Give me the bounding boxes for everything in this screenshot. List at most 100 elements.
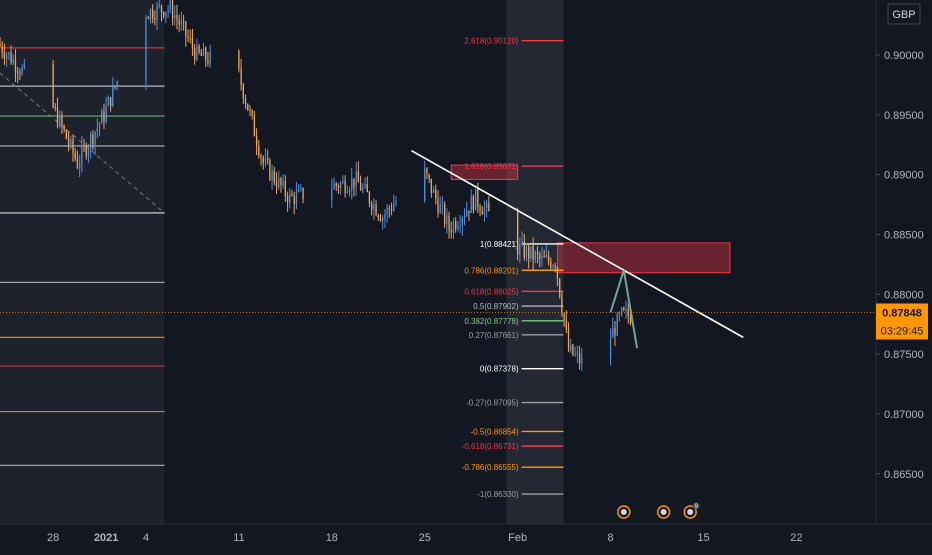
candle-body-201	[443, 204, 446, 224]
candle-body-43	[94, 131, 96, 145]
candle-body-154	[340, 182, 342, 189]
candle-body-241	[532, 246, 534, 260]
candle-body-237	[523, 241, 525, 258]
candle-body-203	[448, 215, 450, 231]
candle-body-175	[386, 207, 388, 215]
ytick-label-6: 0.87000	[884, 409, 924, 421]
ytick-label-1: 0.89500	[884, 110, 924, 122]
candle-body-170	[375, 203, 377, 216]
candle-body-74	[163, 11, 165, 17]
fib-label-12: -0.786(0.86555)	[462, 463, 519, 472]
candle-body-123	[271, 170, 273, 180]
candle-body-82	[180, 21, 183, 25]
candle-body-263	[581, 357, 583, 364]
candle-body-72	[158, 5, 160, 7]
candle-body-47	[103, 111, 105, 122]
candle-body-150	[331, 189, 333, 200]
trendline-line[interactable]	[411, 150, 744, 339]
candle-body-77	[169, 0, 171, 9]
xtick-label-5: 25	[419, 532, 431, 544]
candle-body-73	[160, 5, 163, 12]
trendline[interactable]	[411, 150, 744, 339]
ytick-label-4: 0.88000	[884, 289, 924, 301]
candle-body-111	[244, 98, 247, 104]
candle-body-4	[8, 52, 10, 55]
event-marker-dot-0	[620, 509, 627, 515]
candle-body-243	[536, 252, 539, 255]
projection-polyline	[609, 270, 639, 349]
candle-body-37	[81, 145, 83, 164]
candle-body-151	[333, 183, 335, 190]
countdown-badge	[876, 321, 928, 340]
candle-body-193	[426, 168, 428, 175]
candle-body-53	[116, 81, 118, 87]
candle-body-244	[539, 254, 541, 259]
candle-body-284	[627, 309, 629, 317]
candle-body-194	[428, 174, 430, 179]
candle-body-25	[54, 106, 56, 108]
x-axis[interactable]: 28 2021 4 11 18 25 Feb 8 15 22	[47, 532, 803, 544]
candle-body-285	[629, 316, 632, 324]
candle-body-125	[275, 181, 278, 188]
candle-body-113	[249, 110, 251, 112]
candle-body-258	[570, 344, 572, 351]
candle-body-208	[459, 225, 461, 227]
currency-badge[interactable]	[887, 3, 921, 25]
y-axis[interactable]: 0.90000 0.89500 0.89000 0.88500 0.88000 0.875…	[876, 50, 924, 481]
candle-body-122	[269, 160, 271, 180]
candle-body-276	[609, 337, 612, 358]
candle-body-278	[614, 327, 616, 336]
candle-body-179	[395, 200, 397, 205]
fib-label-5: 0.5(0.87902)	[473, 302, 519, 311]
candle-body-192	[424, 168, 426, 201]
candle-body-134	[295, 191, 298, 205]
xtick-label-1: 2021	[94, 532, 118, 544]
fib-label-1: 1.618(0.89071)	[464, 162, 519, 171]
candle-body-281	[620, 307, 623, 315]
candle-body-196	[432, 189, 435, 193]
candle-body-199	[439, 204, 441, 213]
candle-body-240	[530, 246, 532, 259]
candle-body-174	[384, 214, 386, 219]
candle-body-26	[56, 107, 59, 126]
fib-label-3: 0.786(0.88201)	[464, 266, 519, 275]
candle-body-90	[198, 45, 200, 53]
candle-body-136	[300, 187, 302, 189]
candle-body-159	[351, 178, 353, 191]
xtick-label-2: 4	[143, 532, 149, 544]
candlesticks	[0, 0, 632, 372]
candle-body-207	[457, 226, 459, 229]
candle-body-198	[437, 198, 439, 213]
event-markers[interactable]: 9	[617, 502, 700, 519]
event-count-badge-2	[692, 502, 700, 510]
candle-body-261	[576, 352, 579, 354]
candle-body-246	[543, 256, 545, 258]
candle-body-177	[390, 209, 393, 211]
candle-body-221	[488, 203, 490, 212]
candle-body-110	[242, 84, 244, 99]
candle-body-218	[481, 211, 483, 215]
candle-body-160	[353, 178, 355, 188]
candle-body-249	[550, 261, 552, 268]
candle-body-87	[191, 38, 194, 49]
candle-body-247	[545, 255, 548, 258]
candle-body-1	[1, 45, 3, 53]
xtick-label-9: 22	[790, 532, 802, 544]
candle-body-257	[567, 329, 570, 351]
candle-body-219	[483, 208, 486, 215]
candle-body-220	[486, 203, 488, 209]
candle-body-68	[149, 9, 152, 20]
candle-body-124	[273, 170, 275, 182]
supply-zone-lower[interactable]	[556, 242, 731, 274]
candle-body-162	[357, 171, 360, 183]
ytick-label-7: 0.86500	[884, 469, 924, 481]
history-band	[0, 0, 165, 524]
candle-body-7	[14, 59, 17, 72]
candle-body-260	[574, 353, 576, 355]
candle-body-283	[625, 309, 627, 311]
candle-body-40	[87, 148, 90, 156]
fib-label-0: 2.618(0.90120)	[464, 37, 519, 46]
candle-body-83	[182, 21, 185, 23]
